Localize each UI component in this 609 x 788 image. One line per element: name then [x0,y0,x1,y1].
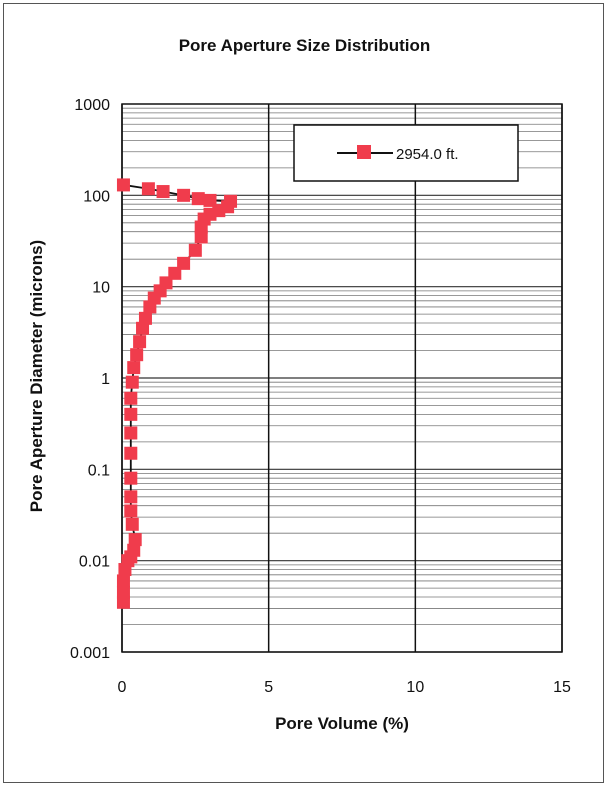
data-point [133,335,147,349]
data-point [136,321,150,335]
chart-title: Pore Aperture Size Distribution [178,36,431,55]
data-point [138,311,152,325]
data-point [124,426,138,440]
data-point [124,471,138,485]
data-point [177,256,191,270]
data-point [128,533,142,547]
data-point [124,446,138,460]
data-point [124,407,138,421]
data-point [124,504,138,518]
data-point [194,230,208,244]
data-point [116,585,130,599]
data-point [141,182,155,196]
legend-marker [357,145,371,159]
data-point [124,391,138,405]
y-tick-label: 0.01 [79,554,110,571]
data-point [191,192,205,206]
x-tick-label: 0 [118,679,127,696]
data-point [130,348,144,362]
data-point [188,243,202,257]
data-point [125,375,139,389]
y-tick-label: 0.1 [88,462,110,479]
y-tick-label: 100 [83,188,110,205]
data-point [143,300,157,314]
legend: 2954.0 ft. [293,124,519,182]
series-layer [116,178,238,609]
data-point [177,188,191,202]
data-point [116,178,130,192]
data-point [127,361,141,375]
data-point [194,220,208,234]
data-point [125,517,139,531]
legend-box [293,124,519,182]
data-point [203,193,217,207]
x-tick-label: 10 [406,679,424,696]
grid-layer [121,104,563,653]
x-tick-label: 15 [553,679,571,696]
data-point [156,185,170,199]
data-point [116,595,130,609]
x-tick-label: 5 [264,679,273,696]
y-tick-label: 1 [101,371,110,388]
plot-border [121,103,563,653]
y-tick-label: 0.001 [70,645,110,662]
data-point [116,574,130,588]
x-axis-label: Pore Volume (%) [275,714,409,733]
data-point [124,490,138,504]
y-tick-label: 10 [92,280,110,297]
data-point [118,563,132,577]
legend-label: 2954.0 ft. [396,146,459,163]
y-tick-label: 1000 [74,97,110,114]
tick-labels: 1000 100 10 1 0.1 0.01 0.001 0 5 10 15 [70,97,571,696]
